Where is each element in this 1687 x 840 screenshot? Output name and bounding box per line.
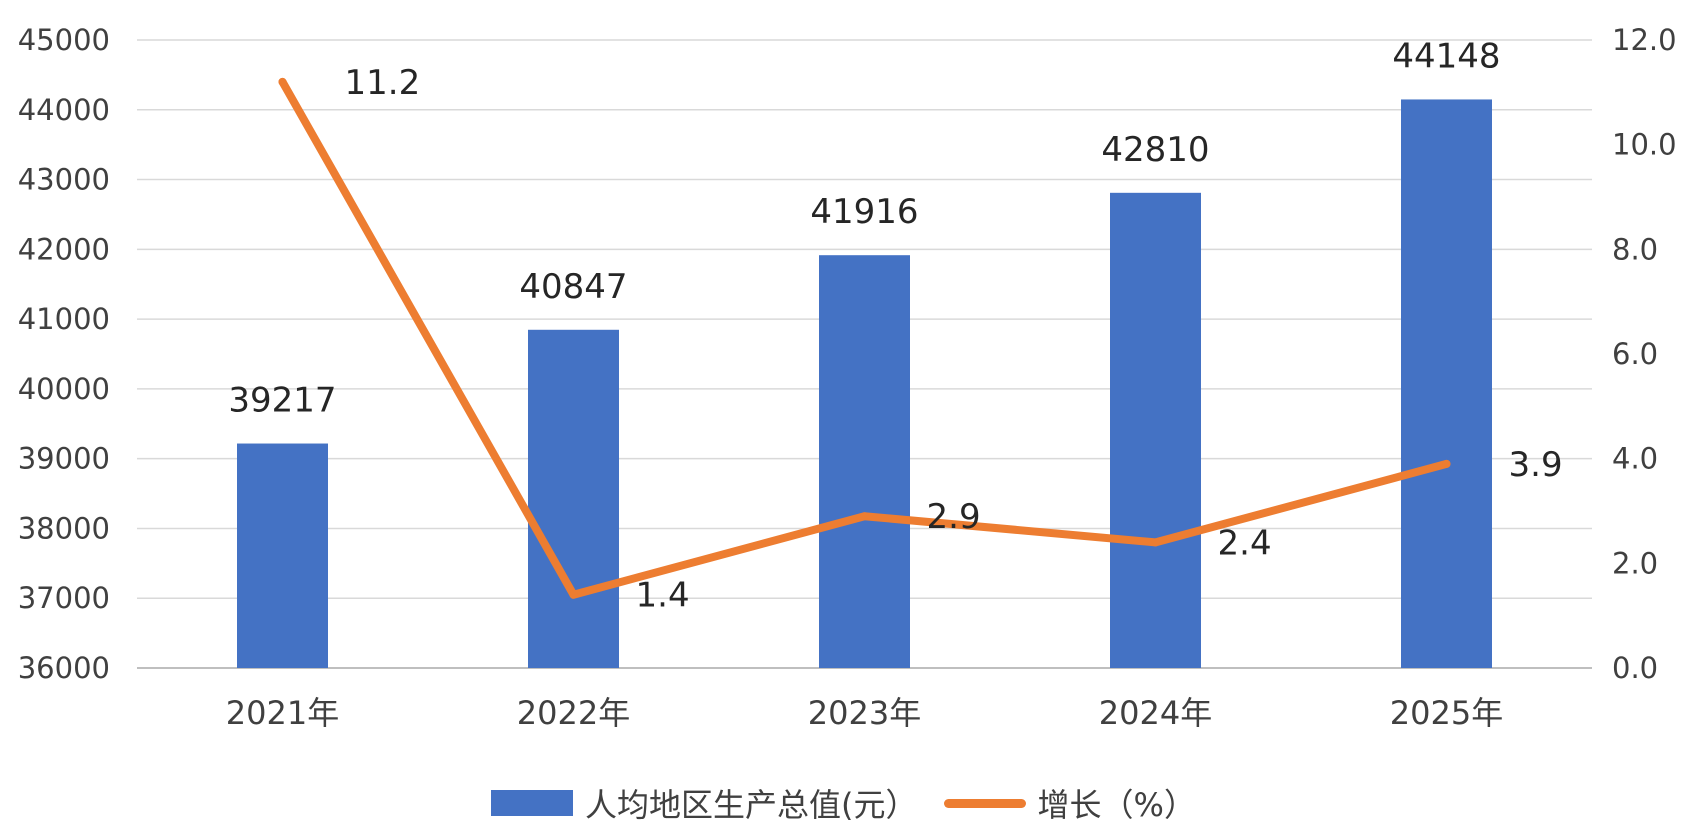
legend-item-line[interactable]: 增长（%） [943,780,1196,826]
legend-line-swatch [943,798,1026,808]
left-y-tick-label: 37000 [18,581,110,615]
left-y-tick-label: 39000 [18,442,110,476]
line-point [569,590,578,599]
line-value-label: 11.2 [345,63,421,103]
x-tick-label: 2022年 [517,694,630,732]
line-point [860,512,869,521]
x-tick-label: 2021年 [226,694,339,732]
left-y-tick-label: 36000 [18,651,110,685]
left-y-tick-label: 43000 [18,163,110,197]
x-tick-label: 2023年 [808,694,921,732]
left-y-tick-label: 38000 [18,511,110,545]
line-point [1442,459,1451,468]
bar-value-label: 40847 [519,267,627,307]
left-y-tick-label: 40000 [18,372,110,406]
left-y-tick-label: 45000 [18,23,110,57]
line-value-label: 3.9 [1509,445,1563,485]
right-y-tick-label: 4.0 [1612,442,1658,476]
right-y-tick-label: 8.0 [1612,232,1658,266]
bar-value-label: 44148 [1392,36,1500,76]
right-y-tick-label: 10.0 [1612,128,1677,162]
x-tick-label: 2024年 [1099,694,1212,732]
right-y-tick-label: 12.0 [1612,23,1677,57]
bar [528,329,619,668]
legend-line-label: 增长（%） [1037,786,1196,824]
bar-value-label: 42810 [1101,130,1209,170]
line-point [1151,538,1160,547]
left-y-tick-label: 44000 [18,93,110,127]
right-y-tick-label: 2.0 [1612,546,1658,580]
legend-item-bar[interactable]: 人均地区生产总值(元） [491,780,918,826]
line-value-label: 2.9 [927,497,981,537]
legend: 人均地区生产总值(元） 增长（%） [0,778,1687,828]
legend-bar-swatch [491,790,574,816]
bar [1401,99,1492,668]
bar-value-label: 41916 [810,192,918,232]
line-value-label: 2.4 [1218,523,1272,563]
x-tick-label: 2025年 [1390,694,1503,732]
left-y-tick-label: 41000 [18,302,110,336]
bar [819,255,910,668]
right-y-tick-label: 6.0 [1612,337,1658,371]
right-y-tick-label: 0.0 [1612,651,1658,685]
legend-bar-label: 人均地区生产总值(元） [585,786,918,824]
bar [1110,192,1201,668]
line-value-label: 1.4 [636,576,690,616]
bar-value-label: 39217 [228,381,336,421]
left-y-tick-label: 42000 [18,232,110,266]
line-point [278,77,287,86]
bar [237,443,328,668]
